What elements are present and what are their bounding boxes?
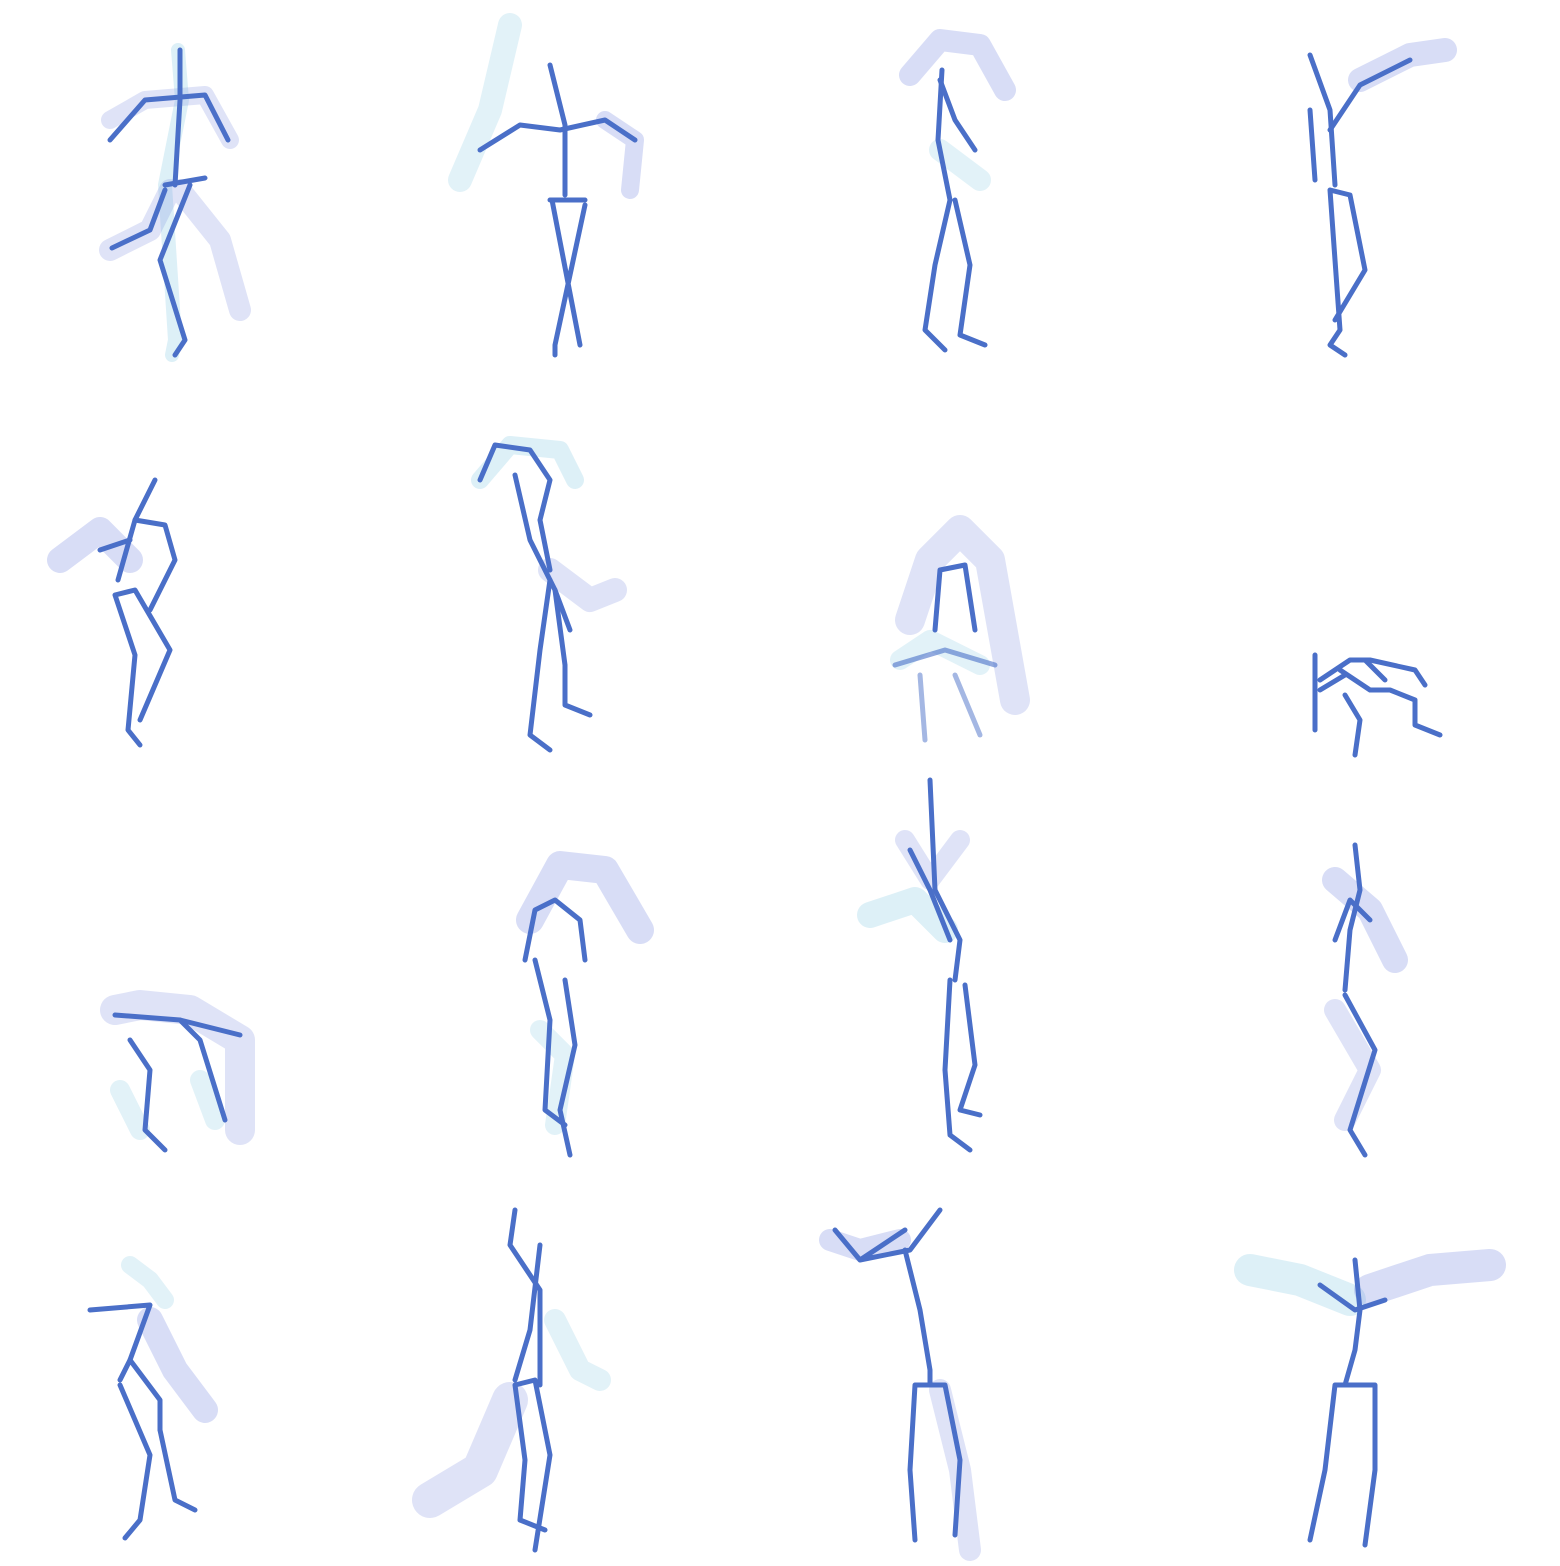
stick-figure-panel-11 (857, 777, 983, 1153)
panel-8 (1170, 390, 1560, 780)
stick-figure-panel-10 (516, 851, 654, 1158)
panel-3 (780, 0, 1170, 390)
panel-2 (390, 0, 780, 390)
stick-figure-panel-12 (1322, 842, 1408, 1158)
panel-9 (0, 780, 390, 1170)
panel-14 (390, 1170, 780, 1560)
stick-figure-panel-1 (99, 43, 251, 362)
stick-figure-panel-13 (87, 1256, 218, 1541)
stick-figure-panel-15 (819, 1207, 981, 1561)
panel-10 (390, 780, 780, 1170)
stick-figure-panel-7 (890, 515, 1030, 743)
stick-figure-panel-9 (100, 990, 255, 1153)
stick-figure-panel-16 (1234, 1249, 1506, 1548)
panel-1 (0, 0, 390, 390)
panel-16 (1170, 1170, 1560, 1560)
stick-figure-panel-8 (1312, 652, 1443, 758)
panel-6 (390, 390, 780, 780)
panel-13 (0, 1170, 390, 1560)
stick-figure-panel-14 (412, 1207, 611, 1553)
stick-figure-panel-3 (899, 29, 1016, 353)
stick-figure-panel-5 (47, 477, 178, 748)
stick-figure-panel-4 (1307, 38, 1457, 358)
panel-7 (780, 390, 1170, 780)
panel-4 (1170, 0, 1560, 390)
panel-15 (780, 1170, 1170, 1561)
panel-11 (780, 777, 1170, 1170)
stick-figure-panel-2 (448, 13, 644, 358)
panel-5 (0, 390, 390, 780)
stick-figure-panel-6 (471, 436, 627, 753)
panel-12 (1170, 780, 1560, 1170)
